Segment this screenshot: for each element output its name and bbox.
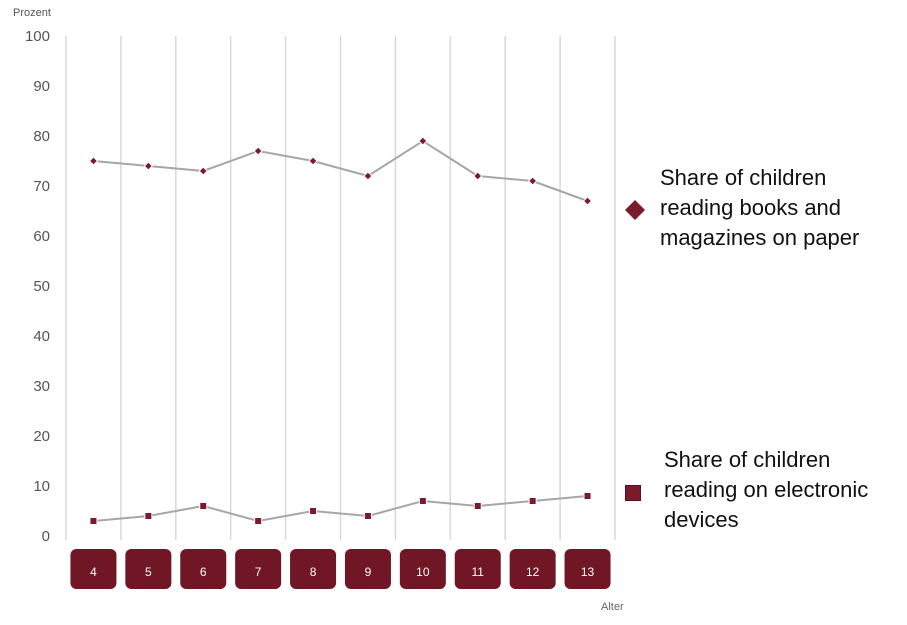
x-tick-label: 6 bbox=[200, 565, 207, 579]
x-tick-label: 11 bbox=[472, 565, 485, 579]
x-axis-categories: 4 5 6 7 8 9 10 11 12 13 bbox=[70, 549, 611, 589]
data-point-electronic bbox=[363, 512, 372, 520]
x-category-box bbox=[344, 549, 391, 589]
x-tick-label: 12 bbox=[526, 565, 540, 579]
data-point-paper bbox=[198, 166, 208, 176]
data-point-electronic bbox=[199, 502, 208, 510]
y-tick-label: 50 bbox=[33, 278, 50, 295]
x-tick-label: 9 bbox=[365, 565, 372, 579]
data-point-electronic bbox=[528, 497, 537, 505]
data-point-paper bbox=[473, 171, 483, 181]
x-tick-label: 13 bbox=[581, 565, 595, 579]
y-tick-label: 10 bbox=[33, 478, 50, 495]
data-point-paper bbox=[253, 146, 263, 156]
series-line-1 bbox=[93, 139, 588, 202]
x-tick-label: 8 bbox=[310, 565, 317, 579]
x-tick-label: 10 bbox=[416, 565, 430, 579]
x-category-box bbox=[125, 549, 172, 589]
y-tick-label: 80 bbox=[33, 128, 50, 145]
y-tick-label: 0 bbox=[42, 528, 50, 545]
data-point-paper bbox=[88, 156, 99, 166]
y-tick-label: 60 bbox=[33, 228, 50, 245]
y-tick-label: 70 bbox=[33, 178, 50, 195]
x-tick-label: 5 bbox=[145, 565, 152, 579]
data-point-paper bbox=[582, 196, 593, 206]
data-point-electronic bbox=[144, 512, 153, 520]
data-point-electronic bbox=[309, 507, 318, 515]
x-category-box bbox=[564, 549, 611, 589]
y-tick-label: 100 bbox=[25, 28, 50, 45]
y-tick-label: 90 bbox=[33, 78, 50, 95]
y-axis-title: Prozent bbox=[13, 7, 51, 19]
x-category-box bbox=[454, 549, 501, 589]
legend-diamond-icon bbox=[624, 199, 646, 226]
series-markers bbox=[88, 136, 593, 525]
legend-label-paper: Share of children reading books and maga… bbox=[660, 165, 860, 250]
x-category-box bbox=[290, 549, 337, 589]
data-point-paper bbox=[418, 136, 428, 146]
x-category-box bbox=[399, 549, 446, 589]
data-point-electronic bbox=[89, 517, 98, 525]
x-category-box bbox=[235, 549, 282, 589]
y-axis-ticks: 0 10 20 30 40 50 60 70 80 90 100 bbox=[25, 28, 50, 545]
x-category-box bbox=[180, 549, 227, 589]
data-point-paper bbox=[308, 156, 318, 166]
data-point-electronic bbox=[583, 492, 592, 500]
y-tick-label: 30 bbox=[33, 378, 50, 395]
data-point-electronic bbox=[254, 517, 263, 525]
series-lines bbox=[93, 139, 588, 523]
data-point-paper bbox=[527, 176, 538, 186]
y-tick-label: 20 bbox=[33, 428, 50, 445]
grid-lines bbox=[65, 36, 616, 540]
data-point-electronic bbox=[418, 497, 427, 505]
series-line-2 bbox=[93, 495, 588, 523]
x-tick-label: 4 bbox=[90, 565, 97, 579]
data-point-paper bbox=[363, 171, 373, 181]
x-tick-label: 7 bbox=[255, 565, 262, 579]
data-point-electronic bbox=[473, 502, 482, 510]
legend-square-icon bbox=[625, 485, 641, 506]
data-point-paper bbox=[143, 161, 154, 171]
x-category-box bbox=[70, 549, 117, 589]
legend-label-electronic: Share of children reading on electronic … bbox=[664, 447, 869, 532]
x-category-box bbox=[509, 549, 556, 589]
y-tick-label: 40 bbox=[33, 328, 50, 345]
x-axis-title: Alter bbox=[601, 601, 624, 613]
